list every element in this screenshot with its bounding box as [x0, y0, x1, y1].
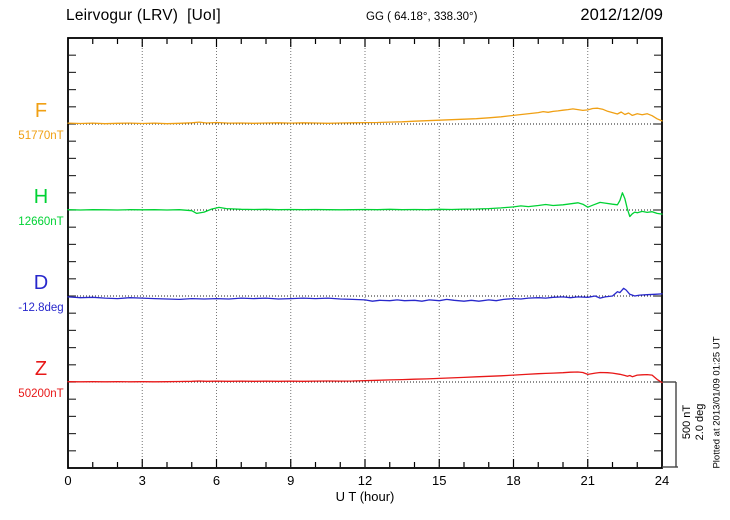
series-D-value: -12.8deg [18, 302, 64, 314]
station-title: Leirvogur (LRV) [UoI] [66, 7, 221, 24]
x-tick-label-0: 0 [64, 473, 72, 488]
trace-F [67, 107, 663, 125]
trace-D [67, 287, 663, 302]
series-Z-label: Z [34, 358, 48, 380]
x-axis-label: U T (hour) [335, 489, 395, 504]
series-H-label: H [33, 186, 49, 208]
x-tick-label-21: 21 [580, 473, 595, 488]
series-F-value: 51770nT [18, 130, 64, 142]
x-tick-label-12: 12 [357, 473, 373, 488]
plot-date: 2012/12/09 [580, 6, 663, 24]
geographic-coordinates: GG ( 64.18°, 338.30°) [366, 11, 478, 23]
series-D-label: D [33, 272, 49, 294]
series-Z-value: 50200nT [18, 388, 64, 400]
scale-bar-labels: 500 nT 2.0 deg [681, 377, 709, 467]
series-H-value: 12660nT [18, 216, 64, 228]
trace-Z [67, 371, 663, 384]
plotted-timestamp: Plotted at 2013/01/09 01:25 UT [711, 336, 723, 469]
series-F-label: F [34, 100, 48, 122]
plot-frame [67, 37, 663, 469]
scale-bar-nt-label: 500 nT [681, 404, 693, 440]
x-tick-label-3: 3 [138, 473, 146, 488]
x-tick-label-18: 18 [506, 473, 521, 488]
x-tick-label-6: 6 [212, 473, 221, 488]
scale-bar-deg-label: 2.0 deg [694, 403, 706, 441]
x-tick-label-15: 15 [432, 473, 447, 488]
trace-H [67, 192, 663, 218]
x-tick-label-24: 24 [654, 473, 670, 488]
x-tick-label-9: 9 [287, 473, 295, 488]
